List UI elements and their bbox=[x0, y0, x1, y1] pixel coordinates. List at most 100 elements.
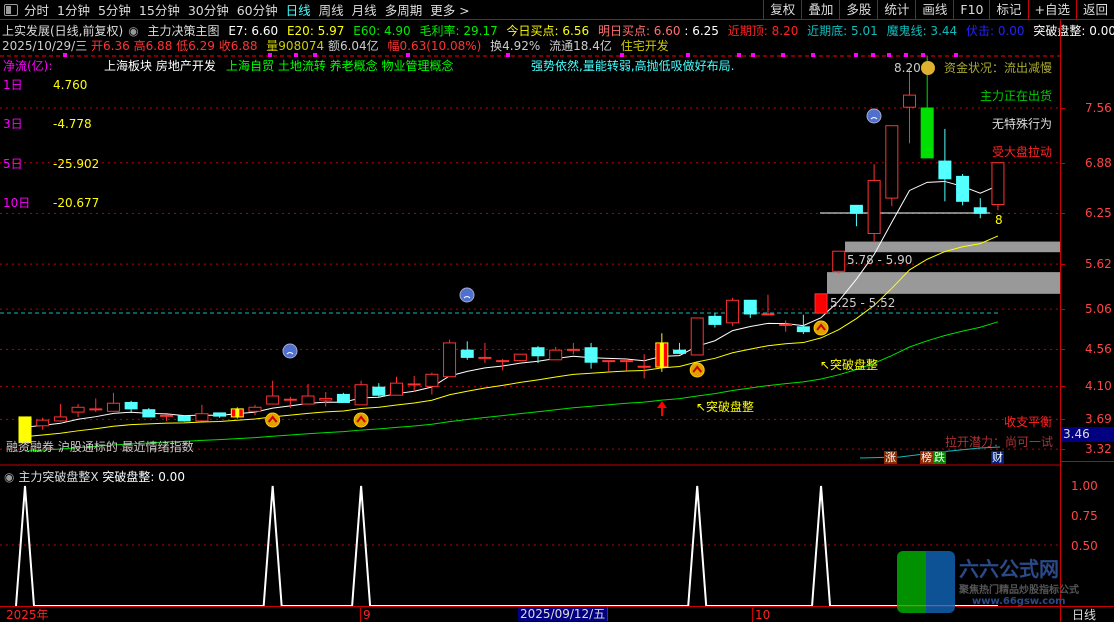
breakout-value: 突破盘整: 0.00 bbox=[1033, 24, 1114, 38]
red-arrow-icon bbox=[657, 401, 667, 408]
candle bbox=[372, 386, 386, 396]
candle bbox=[142, 409, 156, 418]
candle bbox=[832, 250, 846, 272]
signal-dot bbox=[620, 53, 624, 57]
signal-dot bbox=[811, 53, 815, 57]
toolbar-button[interactable]: 标记 bbox=[989, 0, 1027, 20]
candle bbox=[867, 179, 881, 235]
candle bbox=[460, 349, 474, 358]
tab-period[interactable]: 更多 > bbox=[430, 3, 470, 18]
toolbar-button[interactable]: 返回 bbox=[1075, 0, 1114, 20]
sub-indicator-name[interactable]: 主力突破盘整X bbox=[18, 470, 99, 484]
tag-up[interactable]: 涨 bbox=[884, 451, 897, 464]
main-force-status: 主力正在出货 bbox=[980, 89, 1053, 103]
tab-period[interactable]: 多周期 bbox=[384, 3, 423, 18]
sad-face-icon bbox=[282, 343, 298, 359]
indicator-name[interactable]: 主力决策主图 bbox=[147, 24, 220, 38]
price-chart[interactable] bbox=[0, 0, 1060, 622]
buy-today: 今日买点: 6.56 bbox=[506, 24, 590, 38]
bottom-info-text: 融资融券 沪股通标的 最近情绪指数 bbox=[6, 440, 194, 454]
price-tick: 6.25 bbox=[1085, 206, 1112, 221]
toolbar-button[interactable]: 统计 bbox=[877, 0, 915, 20]
signal-dot bbox=[954, 53, 958, 57]
chevron-up-icon bbox=[689, 362, 705, 378]
netflow-value: -20.677 bbox=[53, 196, 100, 210]
indicator-tick: 0.75 bbox=[1071, 509, 1098, 523]
tab-period[interactable]: 5分钟 bbox=[97, 3, 131, 18]
tab-period[interactable]: 30分钟 bbox=[187, 3, 229, 18]
quote-close: 收6.88 bbox=[218, 39, 258, 53]
resistance-zone bbox=[845, 241, 1060, 253]
toolbar-button[interactable]: F10 bbox=[953, 0, 989, 20]
tag-finance[interactable]: 财 bbox=[991, 451, 1004, 464]
candle bbox=[425, 373, 439, 387]
candle bbox=[266, 395, 280, 405]
price-tick: 7.56 bbox=[1085, 101, 1112, 115]
sad-face-icon bbox=[459, 287, 475, 303]
period-label[interactable]: 日线 bbox=[1072, 608, 1097, 622]
recent-bottom: 近期底: 5.01 bbox=[807, 24, 878, 38]
netflow-period: 10日 bbox=[3, 196, 31, 210]
settings-icon[interactable]: ◉ bbox=[4, 470, 15, 484]
indicator-header: 上实发展(日线,前复权) ◉ 主力决策主图 E7: 6.60 E20: 5.97 … bbox=[2, 22, 1114, 39]
tab-period[interactable]: 月线 bbox=[351, 3, 377, 18]
sad-face-icon bbox=[463, 296, 471, 299]
date-label: 2025年 bbox=[6, 608, 49, 622]
margin-value: 毛利率: 29.17 bbox=[419, 24, 498, 38]
candle bbox=[496, 360, 510, 363]
tab-period[interactable]: 15分钟 bbox=[138, 3, 180, 18]
buy-tomorrow-2: : 6.25 bbox=[684, 24, 719, 38]
price-tick: 3.69 bbox=[1085, 412, 1112, 427]
candle bbox=[903, 94, 916, 108]
ema60-line bbox=[24, 321, 999, 452]
signal-dot bbox=[781, 53, 785, 57]
potential-status: 拉开潜力：尚可一试 bbox=[945, 435, 1054, 449]
candle bbox=[71, 406, 85, 413]
candle bbox=[690, 317, 704, 356]
concept-tags: 上海自贸 土地流转 养老概念 物业管理概念 bbox=[226, 59, 454, 73]
toolbar-button[interactable]: +自选 bbox=[1027, 0, 1076, 20]
signal-dot bbox=[294, 53, 298, 57]
sad-face-icon bbox=[870, 117, 878, 120]
quote-float: 流通18.4亿 bbox=[549, 39, 612, 53]
quote-line: 2025/10/29/三 开6.36 高6.88 低6.29 收6.88 量90… bbox=[2, 37, 674, 54]
quote-turnover: 换4.92% bbox=[490, 39, 541, 53]
sub-indicator-value: 突破盘整: 0.00 bbox=[102, 470, 185, 484]
quote-amount: 额6.04亿 bbox=[327, 39, 379, 53]
period-toolbar: 分时 1分钟 5分钟 15分钟 30分钟 60分钟 日线 周线 月线 多周期 更多 > 复权 叠加 多股… bbox=[0, 0, 1114, 20]
toolbar-button[interactable]: 复权 bbox=[763, 0, 801, 20]
tab-period[interactable]: 分时 bbox=[24, 3, 50, 18]
signal-dot bbox=[751, 53, 755, 57]
quote-sector: 住宅开发 bbox=[620, 39, 669, 53]
candle bbox=[407, 383, 421, 386]
candle bbox=[549, 349, 563, 361]
ema7-line bbox=[24, 180, 999, 428]
candle bbox=[796, 326, 810, 333]
count-label: 8 bbox=[995, 213, 1003, 227]
resistance-zone bbox=[827, 272, 1060, 294]
toolbar-button[interactable]: 叠加 bbox=[801, 0, 839, 20]
candle bbox=[849, 204, 863, 214]
e7-value: E7: 6.60 bbox=[228, 24, 279, 38]
price-tick: 5.06 bbox=[1085, 302, 1112, 317]
toolbar-button[interactable]: 多股 bbox=[839, 0, 877, 20]
chevron-up-icon bbox=[356, 415, 366, 423]
candle bbox=[673, 349, 687, 354]
panel-toggle-icon[interactable] bbox=[4, 3, 18, 16]
candle bbox=[885, 125, 899, 199]
toolbar-button[interactable]: 画线 bbox=[915, 0, 953, 20]
date-label: 9 bbox=[360, 608, 371, 622]
behavior-status: 无特殊行为 bbox=[992, 117, 1053, 131]
tab-period[interactable]: 周线 bbox=[318, 3, 344, 18]
tag-down[interactable]: 跌 bbox=[933, 451, 946, 464]
tag-list[interactable]: 榜 bbox=[920, 451, 933, 464]
price-tick: 5.62 bbox=[1085, 257, 1112, 272]
settings-icon[interactable]: ◉ bbox=[128, 24, 139, 38]
candle bbox=[53, 416, 67, 422]
tab-period[interactable]: 60分钟 bbox=[236, 3, 278, 18]
ema20-line bbox=[24, 235, 999, 438]
chevron-up-icon bbox=[816, 323, 826, 331]
tab-period[interactable]: 日线 bbox=[285, 3, 311, 18]
tab-period[interactable]: 1分钟 bbox=[57, 3, 90, 18]
e60-value: E60: 4.90 bbox=[353, 24, 411, 38]
